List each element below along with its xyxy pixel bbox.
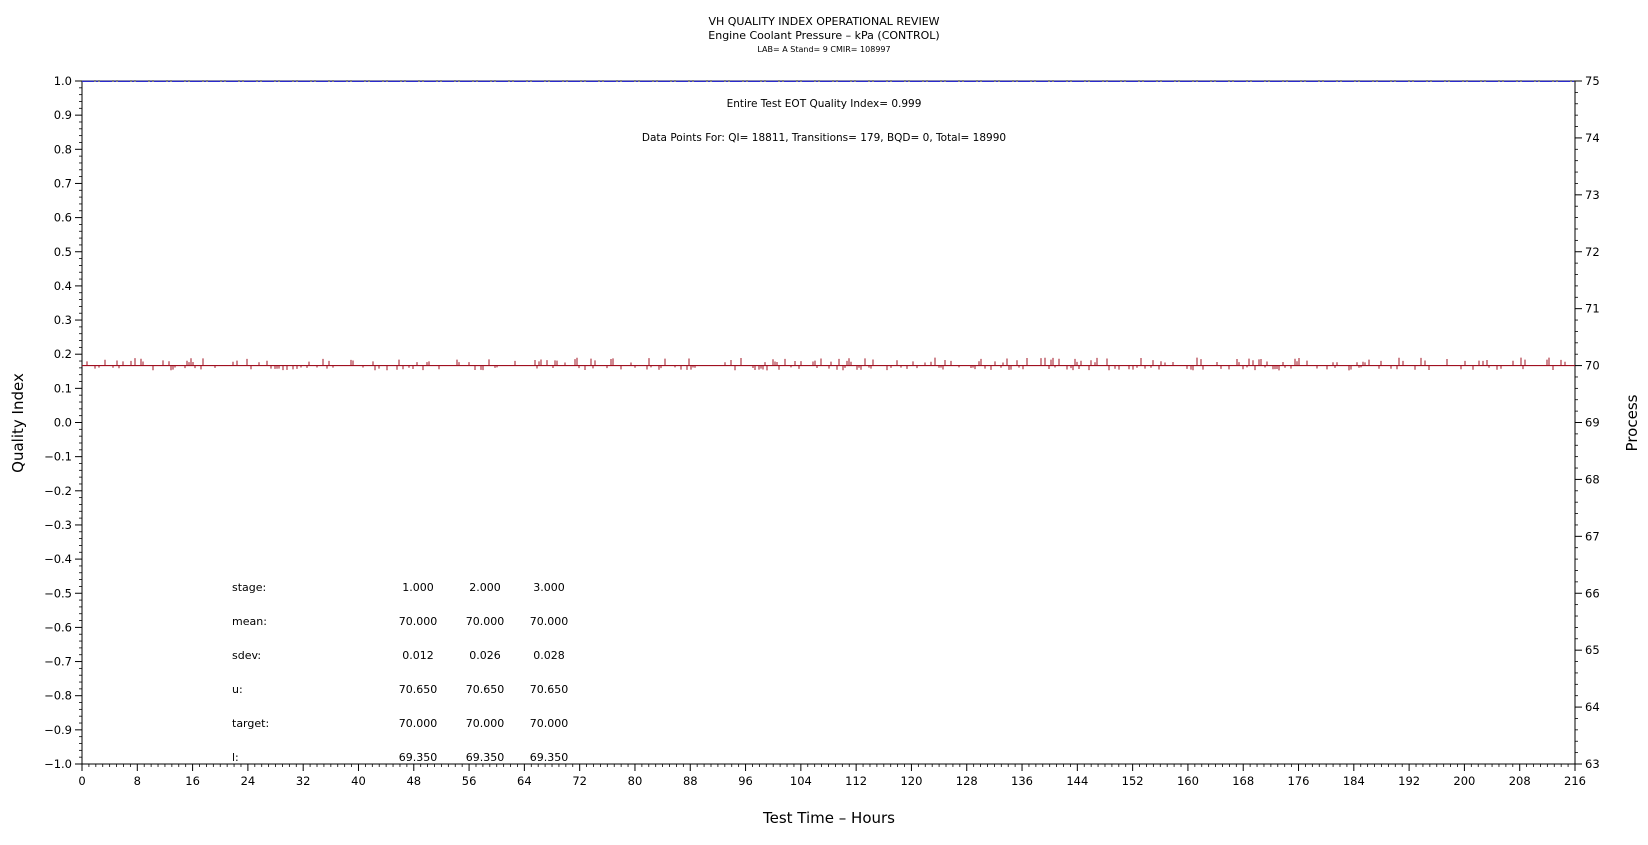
y-left-tick-label: 0.9 [54,108,72,122]
y-left-tick-label: −0.4 [44,552,72,566]
x-axis-label: Test Time – Hours [762,809,895,827]
y-left-tick-label: 0.8 [54,142,72,156]
y-left-tick-label: −0.3 [44,518,72,532]
x-tick-label: 8 [134,774,141,788]
y-right-tick-label: 68 [1585,472,1600,486]
x-tick-label: 128 [956,774,978,788]
y-right-tick-label: 71 [1585,302,1600,316]
x-tick-label: 24 [241,774,256,788]
stats-cell: 0.012 [402,649,434,662]
stats-cell: 70.000 [466,717,505,730]
y-right-tick-label: 66 [1585,586,1600,600]
stats-cell: 70.650 [530,683,569,696]
x-tick-label: 16 [185,774,200,788]
y-right-tick-label: 70 [1585,359,1600,373]
chart-subtitle: Engine Coolant Pressure – kPa (CONTROL) [708,29,939,42]
series-layer [82,80,1575,371]
x-tick-label: 176 [1288,774,1310,788]
stats-cell: 0.028 [533,649,565,662]
x-tick-label: 208 [1509,774,1531,788]
y-right-tick-label: 73 [1585,188,1600,202]
x-tick-label: 184 [1343,774,1365,788]
x-tick-label: 48 [406,774,421,788]
stats-cell: 70.650 [399,683,438,696]
eot-quality-index-note: Entire Test EOT Quality Index= 0.999 [727,98,922,110]
x-tick-label: 136 [1011,774,1033,788]
x-tick-label: 144 [1066,774,1088,788]
y-left-tick-label: 0.7 [54,176,72,190]
y-left-tick-label: 0.1 [54,381,72,395]
x-tick-label: 152 [1122,774,1144,788]
stats-cell: 70.000 [399,717,438,730]
y-right-tick-label: 74 [1585,131,1600,145]
stats-cell: 69.350 [530,751,569,764]
y-left-tick-label: −0.2 [44,484,72,498]
stats-cell: 69.350 [466,751,505,764]
x-tick-label: 72 [572,774,587,788]
y-left-tick-label: 0.0 [54,416,72,430]
stats-row-label: u: [232,683,243,696]
y-left-tick-label: 0.4 [54,279,72,293]
stats-cell: 0.026 [469,649,501,662]
x-tick-label: 0 [78,774,85,788]
y-left-tick-label: 0.2 [54,347,72,361]
y-right-tick-label: 75 [1585,74,1600,88]
y-right-tick-label: 72 [1585,245,1600,259]
y-right-tick-label: 63 [1585,757,1600,771]
y-axis-label-left: Quality Index [9,373,27,473]
x-tick-label: 216 [1564,774,1586,788]
x-tick-label: 40 [351,774,366,788]
stats-row-label: stage: [232,581,266,594]
y-right-tick-label: 69 [1585,416,1600,430]
x-tick-label: 168 [1232,774,1254,788]
data-points-note: Data Points For: QI= 18811, Transitions=… [642,132,1006,144]
stats-cell: 70.000 [399,615,438,628]
stats-cell: 70.000 [530,615,569,628]
y-left-tick-label: −0.9 [44,723,72,737]
stats-cell: 3.000 [533,581,565,594]
stats-cell: 70.000 [530,717,569,730]
y-left-tick-label: −0.6 [44,620,72,634]
y-left-tick-label: 0.5 [54,245,72,259]
axes-layer: 0 8 16 24 32 40 48 56 64 72 80 88 96 104 112 120 128 136 1… [44,74,1600,788]
x-tick-label: 104 [790,774,812,788]
y-right-tick-label: 64 [1585,700,1600,714]
stats-cell: 1.000 [402,581,434,594]
y-left-tick-label: −0.1 [44,450,72,464]
stats-cell: 70.000 [466,615,505,628]
x-tick-label: 112 [845,774,867,788]
x-tick-label: 200 [1453,774,1475,788]
y-left-tick-label: 0.6 [54,211,72,225]
stats-row-label: l: [232,751,239,764]
x-tick-label: 64 [517,774,532,788]
y-left-tick-label: 1.0 [54,74,72,88]
y-right-tick-label: 67 [1585,529,1600,543]
x-tick-label: 80 [628,774,643,788]
x-tick-label: 96 [738,774,753,788]
y-left-tick-label: −1.0 [44,757,72,771]
y-right-tick-label: 65 [1585,643,1600,657]
y-left-tick-label: −0.7 [44,655,72,669]
x-tick-label: 32 [296,774,311,788]
x-tick-label: 160 [1177,774,1199,788]
x-tick-label: 120 [900,774,922,788]
stats-cell: 69.350 [399,751,438,764]
stats-row-label: mean: [232,615,267,628]
x-tick-label: 88 [683,774,698,788]
y-left-tick-label: −0.5 [44,586,72,600]
y-left-tick-label: 0.3 [54,313,72,327]
stats-row-label: sdev: [232,649,261,662]
stats-row-label: target: [232,717,269,730]
chart-subtitle-lab: LAB= A Stand= 9 CMIR= 108997 [757,45,890,54]
y-axis-label-right: Process [1623,394,1641,451]
chart-title: VH QUALITY INDEX OPERATIONAL REVIEW [708,15,939,28]
x-tick-label: 56 [462,774,477,788]
stats-table: stage: 1.000 2.000 3.000 mean: 70.000 70.000 70… [232,581,568,764]
x-tick-label: 192 [1398,774,1420,788]
stats-cell: 2.000 [469,581,501,594]
y-left-tick-label: −0.8 [44,689,72,703]
stats-cell: 70.650 [466,683,505,696]
